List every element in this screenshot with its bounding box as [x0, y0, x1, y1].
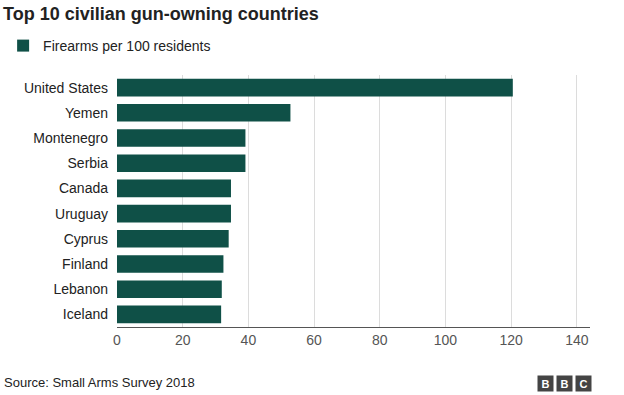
svg-text:100: 100 [434, 332, 458, 348]
svg-text:80: 80 [372, 332, 388, 348]
svg-text:40: 40 [241, 332, 257, 348]
svg-text:Montenegro: Montenegro [33, 130, 108, 146]
svg-text:United States: United States [24, 80, 108, 96]
svg-text:Iceland: Iceland [63, 306, 108, 322]
svg-text:Firearms per 100 residents: Firearms per 100 residents [43, 38, 210, 54]
svg-text:140: 140 [565, 332, 589, 348]
svg-text:B: B [542, 378, 550, 390]
svg-text:Finland: Finland [62, 256, 108, 272]
svg-text:0: 0 [113, 332, 121, 348]
svg-text:Canada: Canada [59, 180, 108, 196]
svg-text:C: C [580, 378, 588, 390]
svg-text:60: 60 [306, 332, 322, 348]
svg-text:B: B [561, 378, 569, 390]
svg-text:Source: Small Arms Survey 2018: Source: Small Arms Survey 2018 [4, 375, 195, 390]
svg-text:Serbia: Serbia [68, 155, 109, 171]
svg-text:Yemen: Yemen [65, 105, 108, 121]
svg-text:120: 120 [499, 332, 523, 348]
svg-text:Top 10 civilian gun-owning cou: Top 10 civilian gun-owning countries [3, 4, 319, 24]
svg-text:Uruguay: Uruguay [55, 206, 108, 222]
svg-text:20: 20 [175, 332, 191, 348]
svg-text:Lebanon: Lebanon [53, 281, 108, 297]
svg-text:Cyprus: Cyprus [64, 231, 108, 247]
